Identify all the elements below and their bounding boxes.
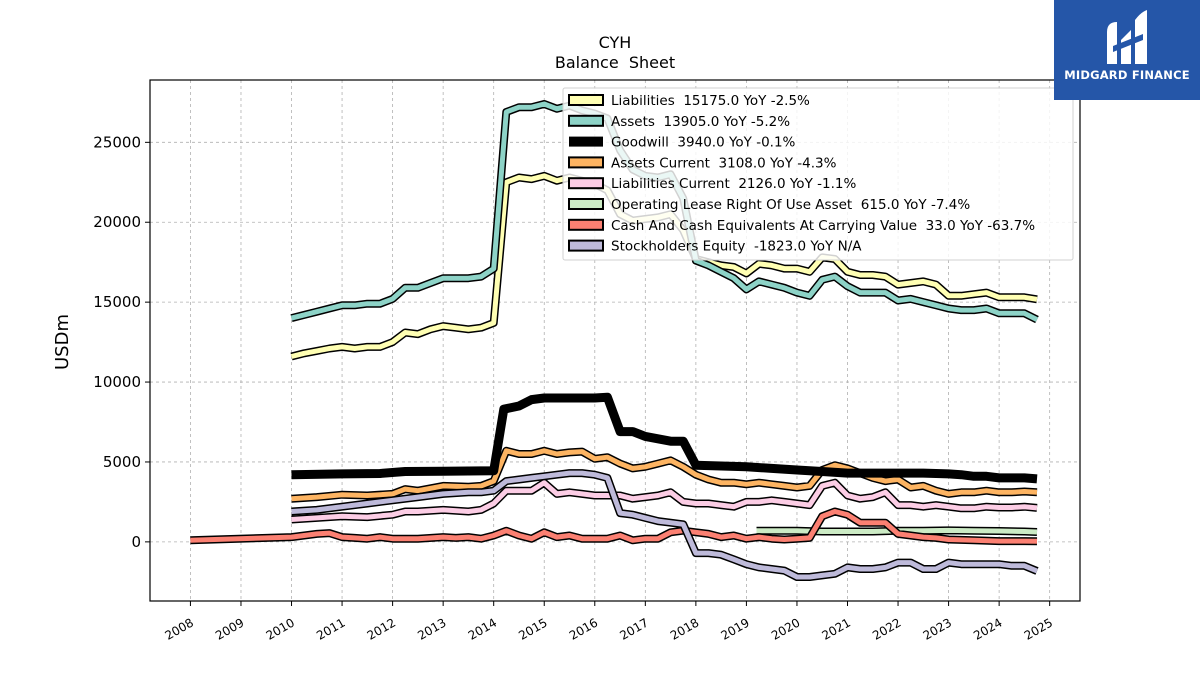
series-line (291, 448, 1038, 502)
series-line (291, 480, 1038, 522)
legend-swatch (568, 114, 604, 127)
x-tick-label: 2019 (718, 615, 751, 642)
x-tick-label: 2018 (668, 615, 701, 642)
y-axis-label: USDm (52, 314, 73, 370)
legend-box (562, 87, 1074, 261)
x-tick-label: 2013 (415, 615, 448, 642)
legend-label: Assets Current 3108.0 YoY -4.3% (611, 155, 837, 171)
x-tick-label: 2012 (365, 615, 398, 642)
series-line (190, 509, 1038, 544)
brand-logo: MIDGARD FINANCE (1054, 0, 1200, 100)
x-tick-label: 2011 (314, 615, 347, 642)
legend-label: Liabilities 15175.0 YoY -2.5% (611, 93, 810, 109)
x-tick-label: 2016 (567, 615, 600, 642)
legend-label: Operating Lease Right Of Use Asset 615.0… (611, 197, 970, 213)
y-tick-label: 25000 (93, 133, 141, 151)
x-tick-label: 2008 (162, 615, 195, 642)
chart-title: CYH (599, 33, 632, 52)
legend-swatch (568, 94, 604, 106)
x-tick-label: 2025 (1022, 615, 1055, 642)
x-tick-label: 2024 (971, 615, 1004, 642)
y-tick-label: 10000 (93, 373, 141, 391)
x-tick-label: 2021 (820, 615, 853, 642)
legend-swatch (569, 136, 603, 147)
legend-swatch (568, 218, 604, 231)
x-tick-label: 2023 (921, 615, 954, 642)
legend-swatch (568, 198, 604, 210)
legend-label: Goodwill 3940.0 YoY -0.1% (611, 135, 796, 151)
legend-label: Stockholders Equity -1823.0 YoY N/A (611, 239, 862, 255)
legend-label: Cash And Cash Equivalents At Carrying Va… (611, 218, 1035, 234)
legend: Liabilities 15175.0 YoY -2.5% Assets 1390… (562, 87, 1074, 261)
legend-swatch (568, 239, 604, 252)
x-tick-label: 2009 (213, 615, 246, 642)
legend-swatch (568, 177, 604, 190)
plot-frame (149, 79, 1081, 602)
legend-label: Assets 13905.0 YoY -5.2% (611, 114, 790, 130)
x-tick-label: 2017 (617, 615, 650, 642)
y-tick-label: 5000 (103, 453, 141, 471)
y-tick-label: 20000 (93, 213, 141, 231)
x-tick-label: 2010 (264, 615, 297, 642)
chart-subtitle: Balance Sheet (555, 53, 675, 72)
x-tick-label: 2020 (769, 615, 802, 642)
legend-swatch (568, 156, 604, 169)
legend-label: Liabilities Current 2126.0 YoY -1.1% (611, 176, 856, 192)
y-tick-label: 15000 (93, 293, 141, 311)
series-line (291, 470, 1038, 580)
y-tick-label: 0 (131, 533, 141, 551)
x-tick-label: 2014 (466, 615, 499, 642)
x-tick-label: 2015 (516, 615, 549, 642)
x-tick-label: 2022 (870, 615, 903, 642)
series-line (291, 392, 1038, 484)
logo-mark-icon (1107, 10, 1147, 64)
logo-text: MIDGARD FINANCE (1064, 68, 1190, 82)
